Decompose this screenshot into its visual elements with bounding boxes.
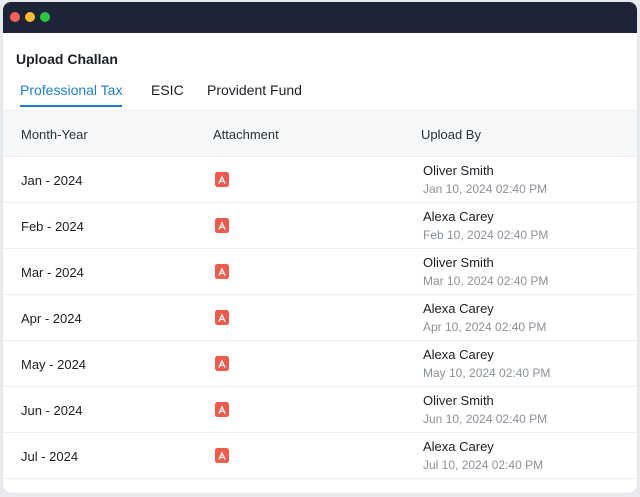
month-year-cell: Jan - 2024 [21, 173, 83, 188]
pdf-icon[interactable] [215, 264, 229, 279]
maximize-window-button[interactable] [40, 12, 50, 22]
tab-bar: Professional Tax ESIC Provident Fund [3, 82, 637, 113]
table-row: Jul - 2024 Alexa Carey Jul 10, 2024 02:4… [3, 433, 637, 479]
challan-table: Month-Year Attachment Upload By Jan - 20… [3, 110, 637, 479]
app-window: Upload Challan Professional Tax ESIC Pro… [3, 2, 637, 493]
column-header-month-year: Month-Year [21, 127, 88, 142]
tab-provident-fund[interactable]: Provident Fund [207, 82, 302, 98]
uploader-name: Oliver Smith [423, 163, 494, 178]
upload-timestamp: May 10, 2024 02:40 PM [423, 366, 551, 380]
pdf-icon[interactable] [215, 218, 229, 233]
pdf-icon[interactable] [215, 310, 229, 325]
tab-professional-tax[interactable]: Professional Tax [20, 82, 123, 107]
month-year-cell: Feb - 2024 [21, 219, 84, 234]
upload-timestamp: Jan 10, 2024 02:40 PM [423, 182, 548, 196]
upload-timestamp: Apr 10, 2024 02:40 PM [423, 320, 547, 334]
table-row: May - 2024 Alexa Carey May 10, 2024 02:4… [3, 341, 637, 387]
uploader-name: Alexa Carey [423, 301, 494, 316]
month-year-cell: Mar - 2024 [21, 265, 84, 280]
upload-timestamp: Feb 10, 2024 02:40 PM [423, 228, 549, 242]
minimize-window-button[interactable] [25, 12, 35, 22]
month-year-cell: Jun - 2024 [21, 403, 83, 418]
uploader-name: Oliver Smith [423, 393, 494, 408]
upload-timestamp: Mar 10, 2024 02:40 PM [423, 274, 549, 288]
month-year-cell: Apr - 2024 [21, 311, 82, 326]
pdf-icon[interactable] [215, 172, 229, 187]
upload-timestamp: Jun 10, 2024 02:40 PM [423, 412, 548, 426]
pdf-icon[interactable] [215, 402, 229, 417]
uploader-name: Alexa Carey [423, 439, 494, 454]
table-row: Jan - 2024 Oliver Smith Jan 10, 2024 02:… [3, 157, 637, 203]
upload-timestamp: Jul 10, 2024 02:40 PM [423, 458, 544, 472]
tab-esic[interactable]: ESIC [151, 82, 184, 98]
column-header-upload-by: Upload By [421, 127, 481, 142]
month-year-cell: May - 2024 [21, 357, 87, 372]
table-header: Month-Year Attachment Upload By [3, 110, 637, 157]
table-body: Jan - 2024 Oliver Smith Jan 10, 2024 02:… [3, 157, 637, 479]
table-row: Mar - 2024 Oliver Smith Mar 10, 2024 02:… [3, 249, 637, 295]
column-header-attachment: Attachment [213, 127, 279, 142]
uploader-name: Alexa Carey [423, 209, 494, 224]
page-title: Upload Challan [16, 51, 118, 67]
pdf-icon[interactable] [215, 356, 229, 371]
uploader-name: Alexa Carey [423, 347, 494, 362]
uploader-name: Oliver Smith [423, 255, 494, 270]
pdf-icon[interactable] [215, 448, 229, 463]
close-window-button[interactable] [10, 12, 20, 22]
table-row: Jun - 2024 Oliver Smith Jun 10, 2024 02:… [3, 387, 637, 433]
table-row: Apr - 2024 Alexa Carey Apr 10, 2024 02:4… [3, 295, 637, 341]
month-year-cell: Jul - 2024 [21, 449, 79, 464]
window-titlebar [3, 2, 637, 33]
table-row: Feb - 2024 Alexa Carey Feb 10, 2024 02:4… [3, 203, 637, 249]
